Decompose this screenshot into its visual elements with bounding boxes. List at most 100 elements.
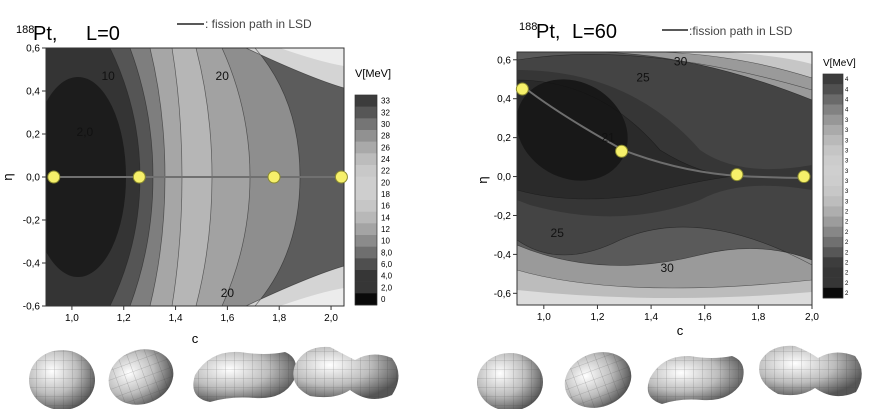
left-y-axis: 0,6 0,4 0,2 0,0 -0,2 -0,4 -0,6	[23, 44, 46, 313]
left-colorbar-label: 10	[381, 237, 390, 246]
left-x-tick-label: 1,4	[169, 313, 183, 324]
left-y-tick-label: -0,2	[23, 216, 41, 227]
left-x-axis: 1,0 1,2 1,4 1,6 1,8 2,0	[65, 306, 338, 324]
right-y-tick-label: -0,6	[494, 289, 512, 300]
right-colorbar-band	[823, 155, 843, 166]
left-colorbar-band	[355, 141, 377, 154]
right-contour-map	[517, 52, 812, 305]
left-x-tick-label: 1,0	[65, 313, 79, 324]
right-colorbar-label: 2	[845, 210, 849, 216]
right-fission-path-points	[515, 82, 811, 184]
left-colorbar-band	[355, 258, 377, 271]
left-y-tick-label: 0,0	[26, 173, 40, 184]
right-colorbar: 4 4 4 4 3 3 3 3 3 3 3 3 3 2 2 2 2 2 2 2 2 2	[822, 73, 849, 299]
left-x-tick-label: 1,8	[272, 313, 286, 324]
left-colorbar-label: 12	[381, 225, 390, 234]
right-contour-label: 25	[551, 226, 565, 240]
left-colorbar-label: 16	[381, 202, 390, 211]
right-contour-label: 30	[674, 55, 688, 69]
right-contour-label: 30	[661, 261, 675, 275]
right-colorbar-band	[823, 257, 843, 268]
right-colorbar-band	[823, 236, 843, 248]
right-colorbar-band	[823, 145, 843, 156]
nuclear-shapes-right	[477, 345, 862, 411]
left-colorbar-label: 24	[381, 155, 390, 164]
right-colorbar-label: 3	[845, 128, 849, 134]
left-colorbar-band	[355, 281, 377, 294]
left-colorbar-band	[355, 153, 377, 166]
left-y-tick-label: -0,6	[23, 302, 41, 313]
right-x-tick-label: 1,4	[644, 312, 658, 323]
left-y-tick-label: 0,2	[26, 130, 40, 141]
right-colorbar-band	[823, 206, 843, 217]
right-colorbar-band	[823, 247, 843, 258]
left-colorbar: 33 32 30 28 26 24 22 20 18 16 14 12 10 8,0 6,0 4,0 2,0 0	[354, 94, 393, 306]
right-y-axis-label: η	[475, 176, 490, 183]
right-colorbar-label: 2	[845, 230, 849, 236]
left-colorbar-band	[355, 246, 377, 259]
left-contour-label: 20	[221, 286, 235, 300]
right-colorbar-label: 3	[845, 159, 849, 165]
nuclear-shape-3	[193, 351, 297, 402]
nuclear-shape-1	[477, 353, 543, 411]
right-contour-label: 25	[636, 70, 650, 84]
left-x-tick-label: 1,6	[220, 313, 234, 324]
nuclear-shape-4	[293, 346, 399, 399]
right-colorbar-band	[823, 196, 843, 207]
right-colorbar-band	[823, 277, 843, 289]
left-contour-labels: 10 20 2,0 20	[77, 69, 235, 300]
right-legend-label: :fission path in LSD	[689, 24, 793, 38]
right-colorbar-label: 3	[845, 148, 849, 154]
nuclear-shape-3	[647, 355, 744, 404]
left-x-tick-label: 2,0	[324, 313, 338, 324]
left-colorbar-label: 14	[381, 213, 390, 222]
right-colorbar-label: 3	[845, 199, 849, 205]
right-colorbar-label: 3	[845, 179, 849, 185]
right-y-tick-label: 0,4	[497, 94, 511, 105]
left-colorbar-title: V[MeV]	[355, 68, 391, 80]
right-x-tick-label: 1,0	[537, 312, 551, 323]
nuclear-shape-2	[108, 349, 174, 405]
right-colorbar-band	[823, 104, 843, 116]
left-colorbar-band	[355, 235, 377, 247]
right-fission-path-point	[730, 168, 744, 182]
left-colorbar-band	[355, 211, 377, 224]
left-title-element: Pt,	[33, 23, 57, 45]
right-title-element: Pt,	[536, 21, 560, 43]
left-fission-path-point	[267, 170, 281, 184]
left-y-axis-label: η	[0, 173, 15, 180]
left-colorbar-band	[355, 106, 377, 119]
left-colorbar-band	[355, 188, 377, 201]
left-colorbar-label: 2,0	[381, 283, 393, 292]
right-colorbar-label: 2	[845, 291, 849, 297]
right-colorbar-label: 2	[845, 271, 849, 277]
right-x-tick-label: 1,2	[591, 312, 605, 323]
left-colorbar-frame	[354, 94, 378, 306]
left-colorbar-label: 32	[381, 108, 390, 117]
left-colorbar-label: 26	[381, 143, 390, 152]
right-fission-path-point	[615, 144, 629, 158]
left-fission-path-point	[132, 170, 146, 184]
right-colorbar-band	[823, 74, 843, 85]
right-y-tick-label: -0,2	[494, 211, 512, 222]
right-y-tick-label: 0,2	[497, 133, 511, 144]
right-colorbar-label: 4	[845, 98, 849, 104]
left-contour-map	[46, 48, 344, 306]
right-y-tick-label: 0,6	[497, 55, 511, 66]
right-colorbar-band	[823, 175, 843, 187]
right-colorbar-band	[823, 186, 843, 197]
left-colorbar-label: 6,0	[381, 260, 393, 269]
right-title-l: L=60	[572, 21, 617, 43]
right-colorbar-label: 2	[845, 240, 849, 246]
right-colorbar-title: V[MeV]	[823, 58, 856, 69]
right-colorbar-label: 4	[845, 87, 849, 93]
right-colorbar-frame	[822, 73, 844, 299]
left-colorbar-band	[355, 95, 377, 107]
right-panel: 188 Pt, L=60 :fission path in LSD	[475, 21, 856, 338]
right-x-tick-label: 1,8	[751, 312, 765, 323]
left-colorbar-label: 33	[381, 97, 390, 106]
right-colorbar-label: 4	[845, 77, 849, 83]
right-x-tick-label: 2,0	[805, 312, 819, 323]
right-colorbar-label: 2	[845, 220, 849, 226]
